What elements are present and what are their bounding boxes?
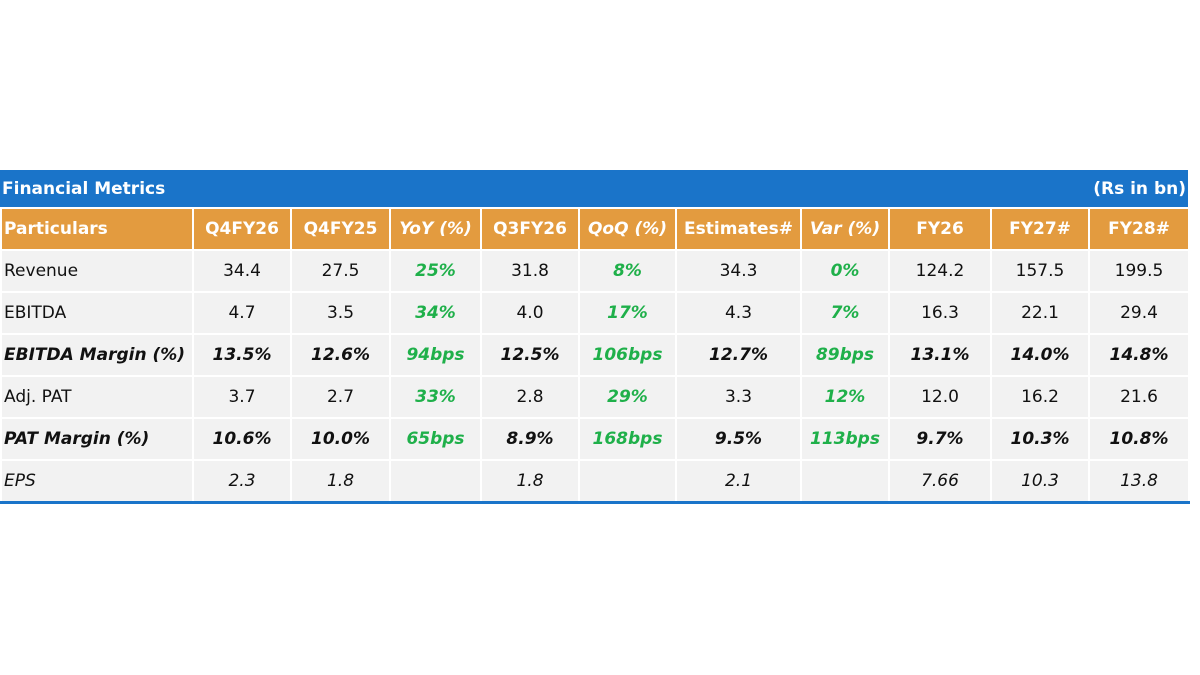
table-cell: 16.3 xyxy=(888,291,992,335)
table-cell: 1.8 xyxy=(480,459,580,504)
table-cell: 2.8 xyxy=(480,375,580,419)
table-cell: 94bps xyxy=(389,333,482,377)
table-cell: 13.1% xyxy=(888,333,992,377)
header-cell: Q4FY25 xyxy=(290,207,391,251)
table-cell: 3.5 xyxy=(290,291,391,335)
table-cell: 124.2 xyxy=(888,249,992,293)
table-cell: 12.0 xyxy=(888,375,992,419)
row-label: Adj. PAT xyxy=(0,375,194,419)
table-cell: 13.5% xyxy=(192,333,292,377)
table-cell: 157.5 xyxy=(990,249,1090,293)
header-cell: QoQ (%) xyxy=(578,207,677,251)
table-cell: 22.1 xyxy=(990,291,1090,335)
table-cell: 2.3 xyxy=(192,459,292,504)
table-cell: 168bps xyxy=(578,417,677,461)
table-cell: 1.8 xyxy=(290,459,391,504)
table-cell: 106bps xyxy=(578,333,677,377)
table-cell: 17% xyxy=(578,291,677,335)
header-cell: YoY (%) xyxy=(389,207,482,251)
table-cell: 9.5% xyxy=(675,417,802,461)
header-row: Particulars Q4FY26 Q4FY25 YoY (%) Q3FY26 QoQ … xyxy=(0,207,1190,251)
table-cell: 25% xyxy=(389,249,482,293)
table-cell: 12.6% xyxy=(290,333,391,377)
table-cell: 8.9% xyxy=(480,417,580,461)
table-cell: 2.7 xyxy=(290,375,391,419)
header-cell: FY26 xyxy=(888,207,992,251)
table-cell: 27.5 xyxy=(290,249,391,293)
table-cell: 13.8 xyxy=(1088,459,1190,504)
table-cell: 10.3% xyxy=(990,417,1090,461)
table-row: EPS 2.3 1.8 1.8 2.1 7.66 10.3 13.8 xyxy=(0,459,1190,504)
table-cell: 199.5 xyxy=(1088,249,1190,293)
row-label: EPS xyxy=(0,459,194,504)
empty-cell xyxy=(578,459,677,504)
header-cell: Particulars xyxy=(0,207,194,251)
table-cell: 113bps xyxy=(800,417,890,461)
table-cell: 29% xyxy=(578,375,677,419)
table-cell: 34.4 xyxy=(192,249,292,293)
table-cell: 21.6 xyxy=(1088,375,1190,419)
table-title: Financial Metrics xyxy=(2,178,166,199)
table-cell: 8% xyxy=(578,249,677,293)
table-cell: 4.3 xyxy=(675,291,802,335)
table-row: EBITDA Margin (%) 13.5% 12.6% 94bps 12.5% 106… xyxy=(0,333,1190,377)
table-cell: 14.0% xyxy=(990,333,1090,377)
table-cell: 12.7% xyxy=(675,333,802,377)
table-cell: 7% xyxy=(800,291,890,335)
row-label: PAT Margin (%) xyxy=(0,417,194,461)
table-cell: 10.3 xyxy=(990,459,1090,504)
table-cell: 33% xyxy=(389,375,482,419)
row-label: EBITDA Margin (%) xyxy=(0,333,194,377)
table-cell: 10.8% xyxy=(1088,417,1190,461)
table-cell: 4.7 xyxy=(192,291,292,335)
title-bar: Financial Metrics (Rs in bn) xyxy=(0,170,1188,207)
table-cell: 3.7 xyxy=(192,375,292,419)
header-cell: Q4FY26 xyxy=(192,207,292,251)
table-cell: 0% xyxy=(800,249,890,293)
header-cell: Estimates# xyxy=(675,207,802,251)
table-cell: 7.66 xyxy=(888,459,992,504)
table-cell: 29.4 xyxy=(1088,291,1190,335)
unit-label: (Rs in bn) xyxy=(1093,178,1186,199)
table-cell: 12% xyxy=(800,375,890,419)
table: Particulars Q4FY26 Q4FY25 YoY (%) Q3FY26 QoQ … xyxy=(0,207,1190,504)
table-cell: 16.2 xyxy=(990,375,1090,419)
table-cell: 14.8% xyxy=(1088,333,1190,377)
empty-cell xyxy=(389,459,482,504)
table-row: PAT Margin (%) 10.6% 10.0% 65bps 8.9% 168bps 9… xyxy=(0,417,1190,461)
table-row: Adj. PAT 3.7 2.7 33% 2.8 29% 3.3 12% 12.0 16.2 21.… xyxy=(0,375,1190,419)
table-cell: 3.3 xyxy=(675,375,802,419)
table-cell: 10.0% xyxy=(290,417,391,461)
table-cell: 65bps xyxy=(389,417,482,461)
table-cell: 34% xyxy=(389,291,482,335)
header-cell: FY27# xyxy=(990,207,1090,251)
table-cell: 10.6% xyxy=(192,417,292,461)
table-cell: 12.5% xyxy=(480,333,580,377)
table-row: Revenue 34.4 27.5 25% 31.8 8% 34.3 0% 124.2 157.5… xyxy=(0,249,1190,293)
row-label: Revenue xyxy=(0,249,194,293)
header-cell: FY28# xyxy=(1088,207,1190,251)
table-body: Revenue 34.4 27.5 25% 31.8 8% 34.3 0% 124.2 157.5… xyxy=(0,249,1190,504)
table-cell: 4.0 xyxy=(480,291,580,335)
empty-cell xyxy=(800,459,890,504)
table-cell: 2.1 xyxy=(675,459,802,504)
table-cell: 89bps xyxy=(800,333,890,377)
table-cell: 34.3 xyxy=(675,249,802,293)
table-cell: 9.7% xyxy=(888,417,992,461)
financial-table: Financial Metrics (Rs in bn) Particulars… xyxy=(0,170,1190,504)
header-cell: Var (%) xyxy=(800,207,890,251)
table-row: EBITDA 4.7 3.5 34% 4.0 17% 4.3 7% 16.3 22.1 29.4 xyxy=(0,291,1190,335)
table-cell: 31.8 xyxy=(480,249,580,293)
header-cell: Q3FY26 xyxy=(480,207,580,251)
row-label: EBITDA xyxy=(0,291,194,335)
